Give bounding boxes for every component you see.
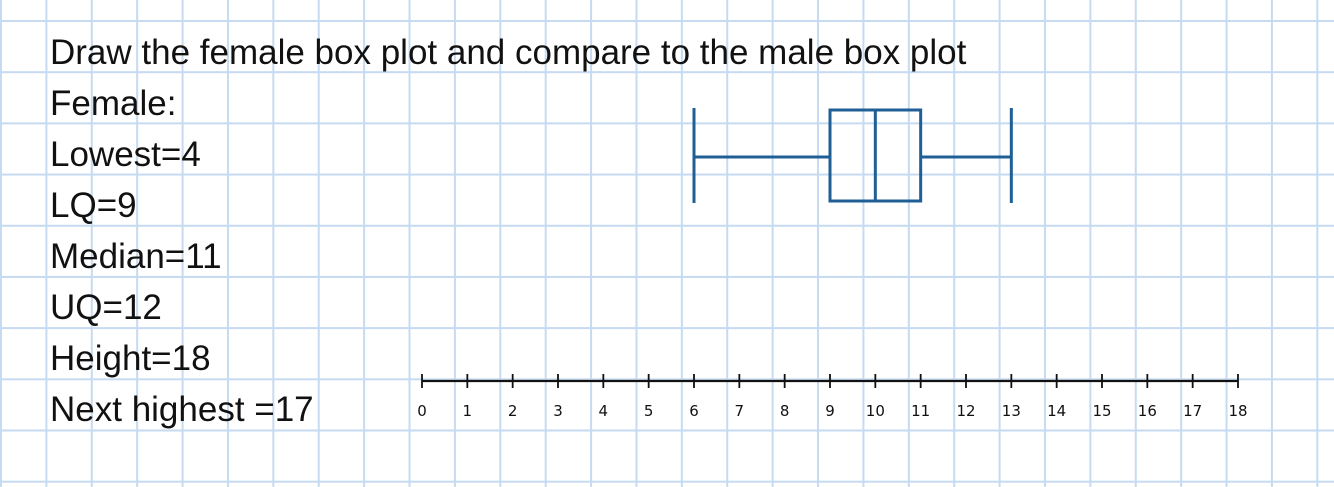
tick-label: 17 xyxy=(1183,402,1202,420)
tick-label: 7 xyxy=(735,402,745,420)
tick-label: 12 xyxy=(956,402,975,420)
tick-label: 4 xyxy=(599,402,609,420)
female-heading: Female: xyxy=(50,84,177,123)
uq-value: UQ=12 xyxy=(50,288,162,327)
tick-label: 5 xyxy=(644,402,654,420)
box-plot xyxy=(692,108,1013,203)
tick-label: 15 xyxy=(1092,402,1111,420)
tick-label: 6 xyxy=(689,402,699,420)
median-value: Median=11 xyxy=(50,237,222,276)
question-title: Draw the female box plot and compare to … xyxy=(50,33,967,72)
tick-label: 9 xyxy=(825,402,835,420)
tick-label: 18 xyxy=(1228,402,1247,420)
tick-label: 10 xyxy=(866,402,885,420)
number-line: 0 1 2 3 4 5 6 7 8 9 10 11 12 13 14 15 16 17 18 xyxy=(417,374,1248,420)
tick-label: 1 xyxy=(463,402,473,420)
lq-value: LQ=9 xyxy=(50,186,137,225)
lowest-value: Lowest=4 xyxy=(50,135,201,174)
tick-label: 2 xyxy=(508,402,518,420)
tick-label: 14 xyxy=(1047,402,1066,420)
height-value: Height=18 xyxy=(50,339,211,378)
tick-label: 11 xyxy=(911,402,930,420)
tick-label: 8 xyxy=(780,402,790,420)
tick-label: 0 xyxy=(417,402,427,420)
text-block: Draw the female box plot and compare to … xyxy=(50,27,966,435)
next-highest-value: Next highest =17 xyxy=(50,390,314,429)
tick-label: 13 xyxy=(1002,402,1021,420)
tick-label: 3 xyxy=(553,402,563,420)
tick-label: 16 xyxy=(1138,402,1157,420)
